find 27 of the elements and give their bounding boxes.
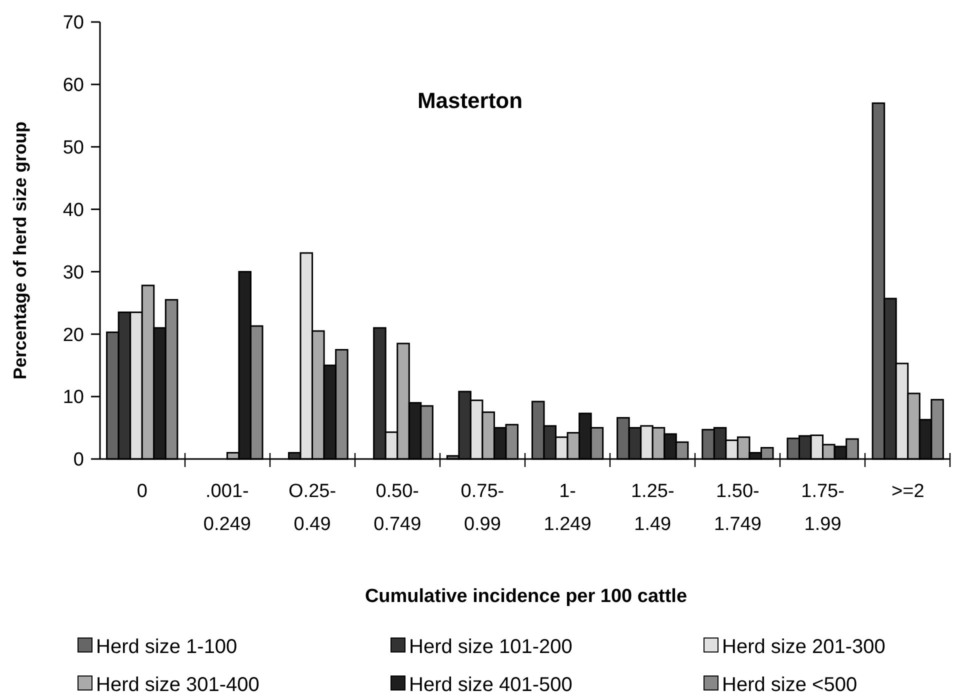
y-tick-label: 10: [62, 387, 84, 408]
y-tick-label: 0: [73, 450, 84, 471]
y-tick-label: 60: [62, 75, 84, 96]
x-axis-title: Cumulative incidence per 100 cattle: [364, 586, 688, 607]
legend-label: Herd size <500: [722, 674, 858, 696]
y-tick-label: 30: [62, 262, 84, 284]
x-tick-label: O.25- 0.49: [288, 481, 336, 535]
legend-label: Herd size 301-400: [96, 674, 260, 696]
legend-label: Herd size 1-100: [96, 636, 238, 658]
x-tick-label: 0: [136, 481, 148, 502]
y-tick-label: 40: [62, 200, 84, 221]
x-tick-label: 1.50- 1.749: [714, 481, 762, 535]
x-tick-label: 0.75- 0.99: [460, 481, 504, 535]
x-tick-label: >=2: [892, 481, 924, 502]
y-tick-label: 20: [62, 324, 84, 346]
y-axis-title: Percentage of herd size group: [10, 121, 30, 380]
y-tick-label: 50: [62, 138, 84, 159]
y-tick-label: 70: [62, 12, 84, 34]
x-tick-label: .001- 0.249: [203, 481, 251, 535]
text: Masterton: [417, 88, 523, 113]
legend-label: Herd size 101-200: [409, 636, 572, 658]
x-tick-label: 0.50- 0.749: [374, 481, 422, 535]
x-tick-label: 1.75- 1.99: [801, 481, 844, 535]
x-tick-label: 1.25- 1.49: [630, 481, 674, 535]
legend-label: Herd size 201-300: [722, 636, 886, 658]
legend-label: Herd size 401-500: [409, 674, 572, 696]
x-tick-label: 1- 1.249: [544, 481, 592, 535]
